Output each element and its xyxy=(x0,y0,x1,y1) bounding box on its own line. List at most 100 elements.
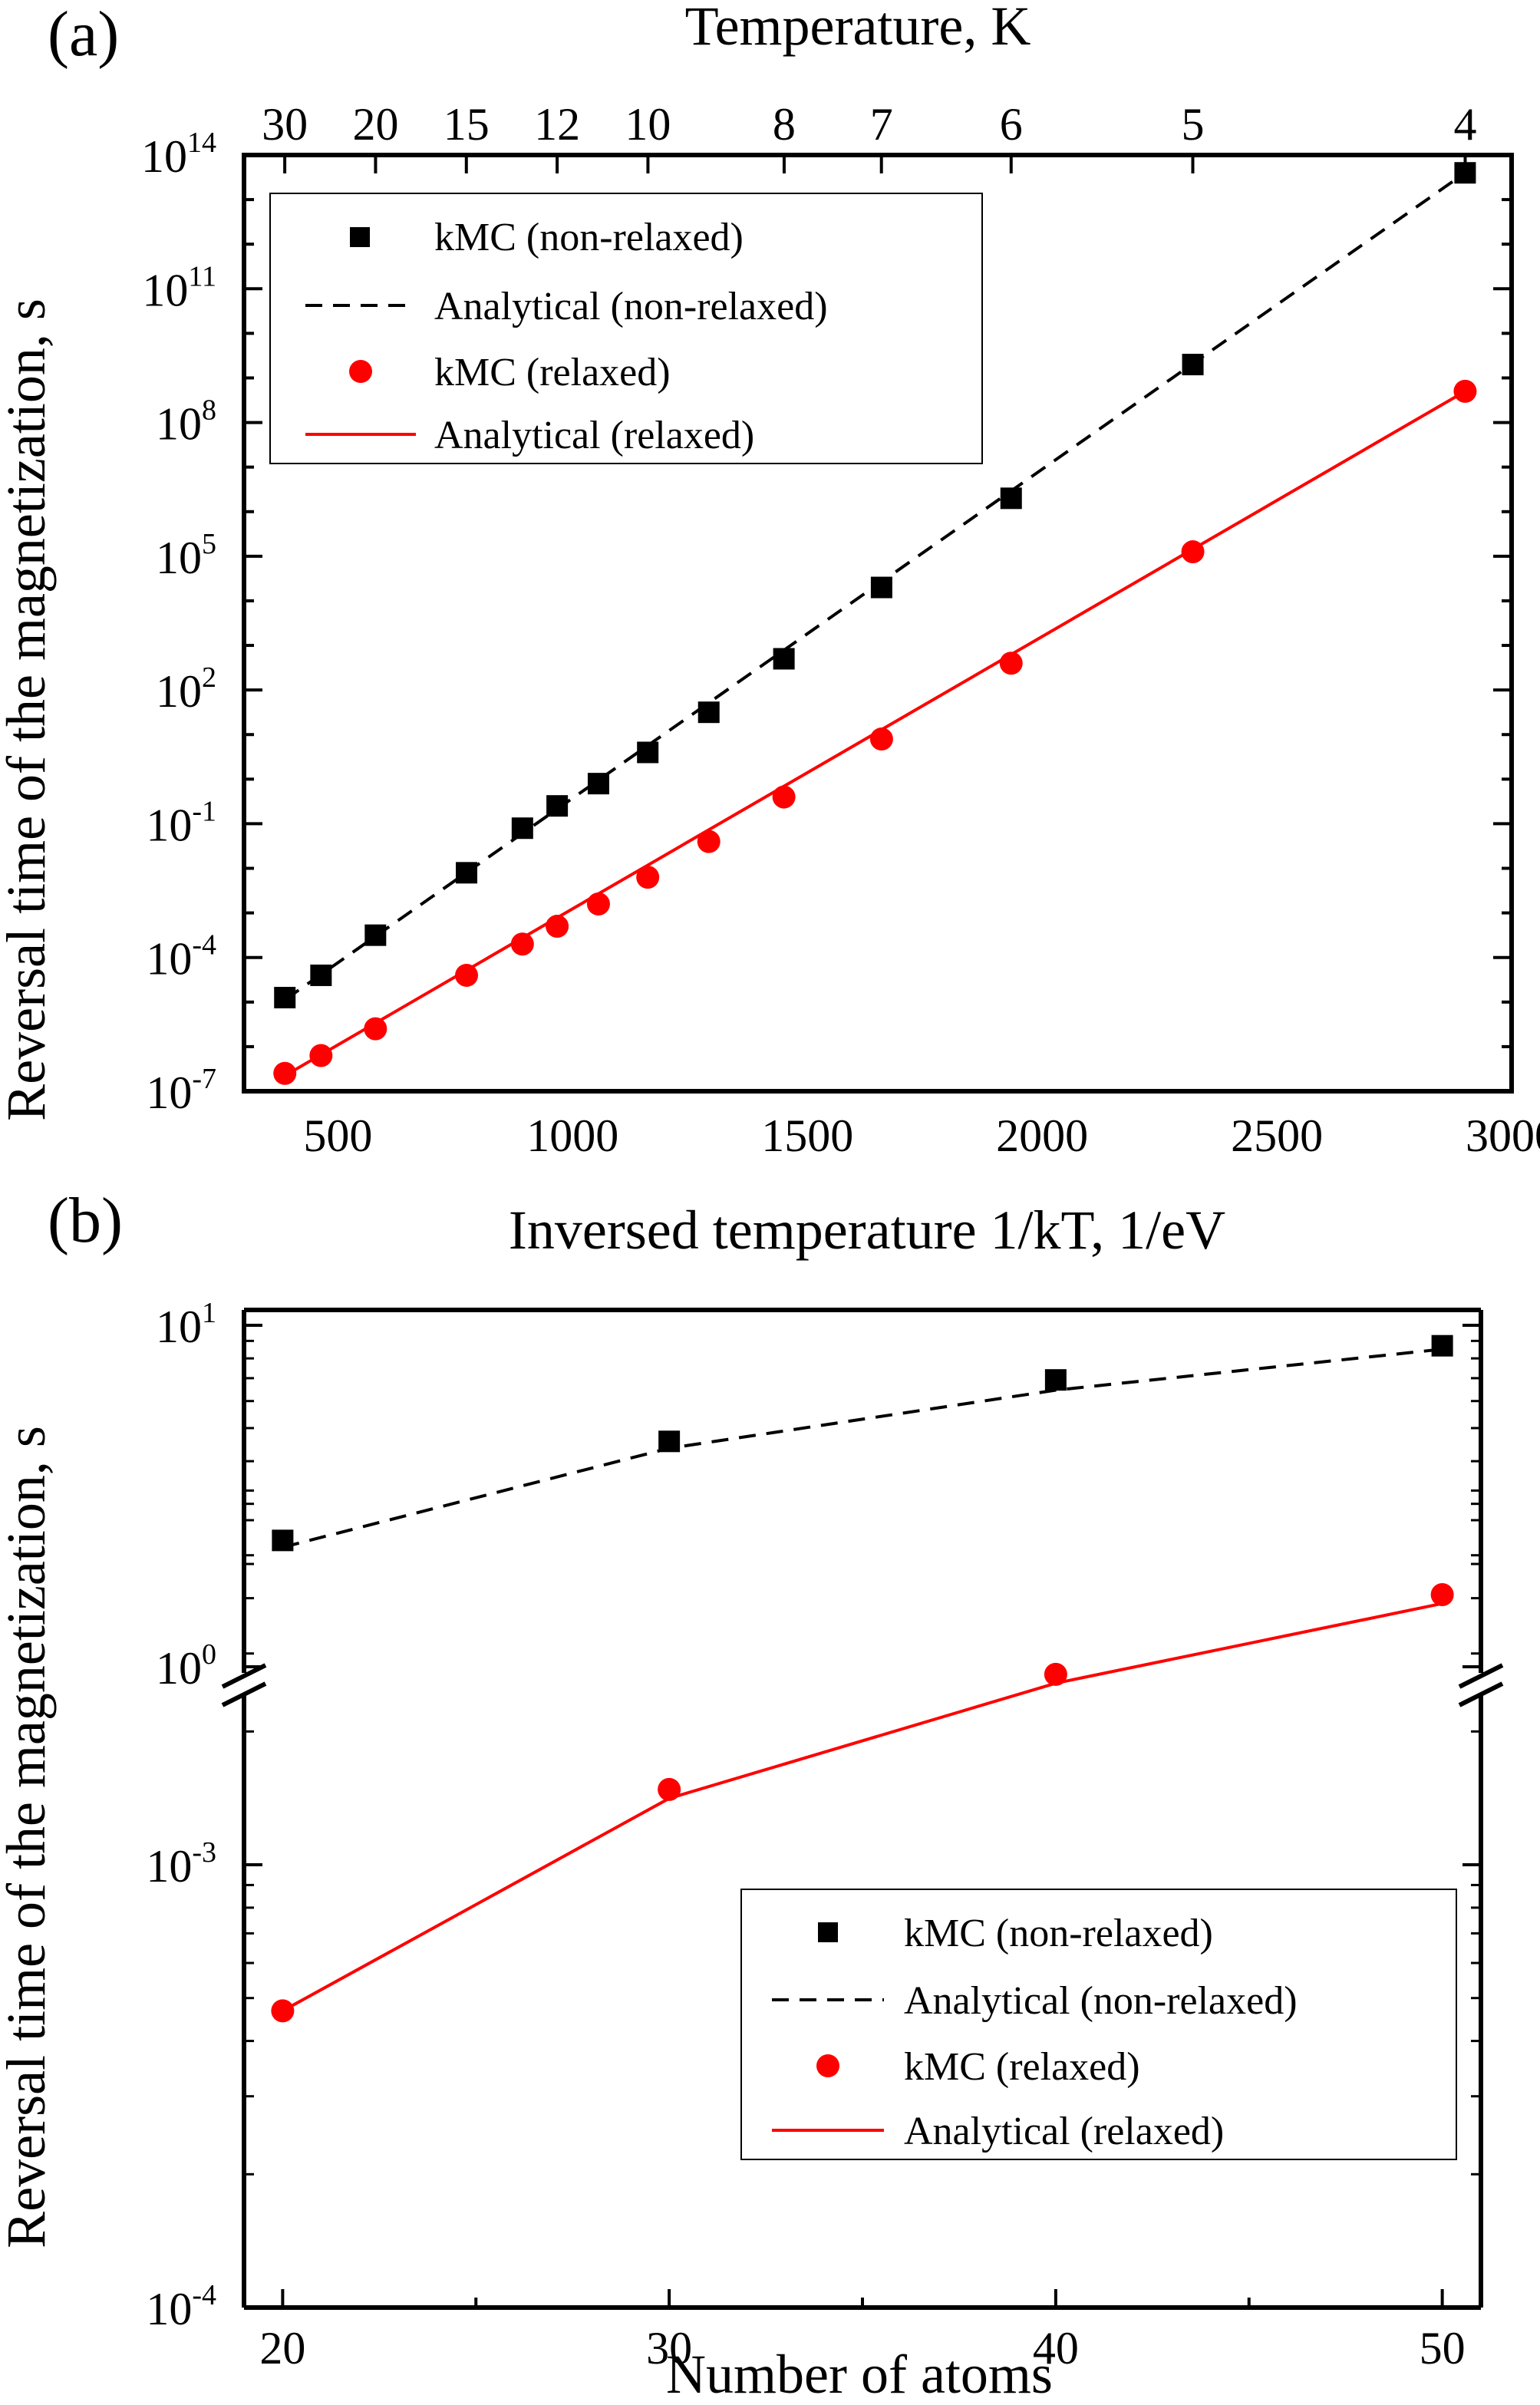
panel-b-x-tick-labels: 20 30 40 50 xyxy=(259,2323,1465,2374)
panel-a-top-tick-label: 6 xyxy=(1000,99,1023,150)
panel-a-x-tick-label: 500 xyxy=(303,1110,372,1161)
panel-a-point-kmc-nonrelaxed xyxy=(310,964,332,986)
panel-b-series xyxy=(271,1334,1454,2023)
panel-b-y-tick-label-exponent: -3 xyxy=(192,1836,216,1869)
panel-b-x-tick-label: 30 xyxy=(646,2323,692,2374)
panel-a-point-kmc-nonrelaxed xyxy=(587,773,609,795)
panel-a-top-tick-label: 30 xyxy=(262,99,308,150)
panel-a-legend-kmc-nonrelaxed-label: kMC (non-relaxed) xyxy=(434,216,744,259)
panel-a-point-kmc-nonrelaxed xyxy=(456,862,478,884)
panel-a-point-kmc-nonrelaxed xyxy=(1182,354,1204,376)
panel-b-legend-kmc-relaxed-label: kMC (relaxed) xyxy=(904,2045,1140,2089)
panel-a-label: (a) xyxy=(48,0,119,70)
panel-b: (b) Number of atoms Reversal time of the… xyxy=(0,1185,1504,2405)
panel-a-y-tick-label-base: 10 xyxy=(146,1067,192,1118)
panel-a-point-kmc-relaxed xyxy=(636,866,660,889)
panel-b-y-tick-label: 100 xyxy=(156,1638,216,1694)
panel-a-y-tick-label: 10-7 xyxy=(146,1063,216,1118)
panel-a-legend-analytical-relaxed-label: Analytical (relaxed) xyxy=(434,414,754,457)
panel-b-y-tick-label: 10-4 xyxy=(146,2279,216,2334)
panel-a-y-tick-label-base: 10 xyxy=(146,934,192,985)
panel-b-point-kmc-relaxed xyxy=(1430,1583,1454,1607)
panel-a-point-kmc-nonrelaxed xyxy=(697,701,720,724)
panel-a-y-tick-label: 1014 xyxy=(141,127,216,182)
panel-b-legend: kMC (non-relaxed) Analytical (non-relaxe… xyxy=(740,1889,1457,2160)
panel-a-x-tick-label: 2000 xyxy=(996,1110,1088,1161)
panel-b-point-kmc-nonrelaxed xyxy=(1431,1334,1453,1357)
panel-a-point-kmc-nonrelaxed xyxy=(1000,487,1022,510)
panel-a-series xyxy=(273,162,1477,1085)
panel-b-point-kmc-nonrelaxed xyxy=(272,1529,294,1552)
panel-b-axis-break-mark-right-1 xyxy=(1458,1663,1504,1689)
panel-b-legend-analytical-relaxed-label: Analytical (relaxed) xyxy=(904,2110,1224,2153)
panel-a-point-kmc-relaxed xyxy=(869,727,893,751)
panel-b-legend-kmc-relaxed-marker xyxy=(816,2054,839,2077)
panel-b-y-tick-label-base: 10 xyxy=(156,1643,202,1694)
panel-b-axis-break-mark-left-1 xyxy=(221,1663,267,1689)
panel-b-y-tick-label-base: 10 xyxy=(146,2284,192,2334)
panel-b-y-tick-label-exponent: 1 xyxy=(202,1297,216,1329)
panel-a-y-tick-label-base: 10 xyxy=(146,800,192,850)
panel-a-legend-analytical-nonrelaxed-label: Analytical (non-relaxed) xyxy=(434,285,828,328)
panel-a-point-kmc-relaxed xyxy=(455,963,479,987)
panel-b-x-tick-label: 50 xyxy=(1420,2323,1466,2374)
panel-a-point-kmc-nonrelaxed xyxy=(364,924,387,946)
panel-a-y-tick-label-base: 10 xyxy=(141,131,187,182)
panel-b-line-ana_rel xyxy=(282,1602,1443,2013)
panel-a-y-tick-label: 1011 xyxy=(142,260,216,315)
panel-a-y-axis-title: Reversal time of the magnetization, s xyxy=(0,299,57,1121)
panel-a-y-tick-label: 10-1 xyxy=(146,795,216,850)
panel-b-axis-break-mark-right-2 xyxy=(1458,1681,1504,1707)
panel-b-y-tick-label-exponent: 0 xyxy=(202,1638,216,1671)
panel-a-legend-kmc-relaxed-label: kMC (relaxed) xyxy=(434,351,671,394)
panel-a-y-tick-label-exponent: 8 xyxy=(202,394,216,427)
panel-a-x-tick-label: 1500 xyxy=(761,1110,853,1161)
panel-a-top-tick-label: 5 xyxy=(1181,99,1204,150)
panel-a-x-tick-label: 3000 xyxy=(1466,1110,1540,1161)
panel-b-y-tick-label: 101 xyxy=(156,1297,216,1352)
panel-a-point-kmc-relaxed xyxy=(510,932,534,956)
panel-a-plot-frame xyxy=(242,153,1514,1094)
panel-a-y-tick-label-exponent: 5 xyxy=(202,528,216,560)
panel-a-x-tick-labels: 500 1000 1500 2000 2500 3000 xyxy=(303,1110,1540,1161)
panel-a-point-kmc-relaxed xyxy=(364,1017,387,1041)
panel-b-axis-break-mark-left-2 xyxy=(221,1681,267,1707)
panel-a-point-kmc-relaxed xyxy=(697,830,721,853)
panel-b-y-tick-label-base: 10 xyxy=(156,1301,202,1352)
panel-b-x-tick-label: 40 xyxy=(1033,2323,1079,2374)
panel-a-point-kmc-relaxed xyxy=(309,1044,333,1067)
panel-a-point-kmc-nonrelaxed xyxy=(773,648,795,670)
panel-b-line-ana_nonrel xyxy=(282,1348,1443,1549)
panel-a-legend: kMC (non-relaxed) Analytical (non-relaxe… xyxy=(269,193,983,464)
panel-a-top-axis-title: Temperature, K xyxy=(685,0,1031,57)
panel-b-x-tick-label: 20 xyxy=(259,2323,305,2374)
panel-a-y-tick-label-exponent: 14 xyxy=(187,127,216,159)
panel-b-legend-kmc-nonrelaxed-label: kMC (non-relaxed) xyxy=(904,1912,1213,1955)
panel-a-point-kmc-nonrelaxed xyxy=(546,795,569,817)
panel-b-y-tick-label-exponent: -4 xyxy=(192,2279,216,2311)
panel-a-point-kmc-nonrelaxed xyxy=(1454,162,1476,184)
panel-a-point-kmc-relaxed xyxy=(1453,379,1477,403)
panel-b-y-axis-title: Reversal time of the magnetization, s xyxy=(0,1426,57,2248)
panel-b-y-tick-label: 10-3 xyxy=(146,1836,216,1892)
panel-b-point-kmc-relaxed xyxy=(1044,1662,1067,1686)
panel-b-point-kmc-relaxed xyxy=(271,1999,295,2023)
panel-a-top-tick-label: 12 xyxy=(534,99,580,150)
panel-a-y-tick-label-exponent: -7 xyxy=(192,1063,216,1095)
panel-b-point-kmc-relaxed xyxy=(658,1777,681,1801)
panel-a-top-tick-label: 8 xyxy=(773,99,796,150)
panel-a-y-tick-label-base: 10 xyxy=(156,533,202,583)
panel-a-x-axis-title: Inversed temperature 1/kT, 1/eV xyxy=(509,1199,1225,1261)
panel-a-legend-kmc-relaxed-marker xyxy=(349,360,372,383)
panel-a-y-tick-label: 108 xyxy=(156,394,216,450)
panel-a-point-kmc-relaxed xyxy=(273,1061,297,1085)
panel-b-legend-kmc-nonrelaxed-marker xyxy=(818,1922,838,1942)
panel-a-top-tick-label: 10 xyxy=(625,99,671,150)
panel-a-y-tick-label-exponent: -4 xyxy=(192,929,216,962)
panel-a-top-tick-label: 20 xyxy=(352,99,398,150)
panel-a-legend-box xyxy=(269,193,983,464)
panel-a-y-tick-label-exponent: 11 xyxy=(188,260,216,292)
panel-b-label: (b) xyxy=(48,1185,123,1256)
panel-a-y-tick-label-base: 10 xyxy=(156,666,202,717)
